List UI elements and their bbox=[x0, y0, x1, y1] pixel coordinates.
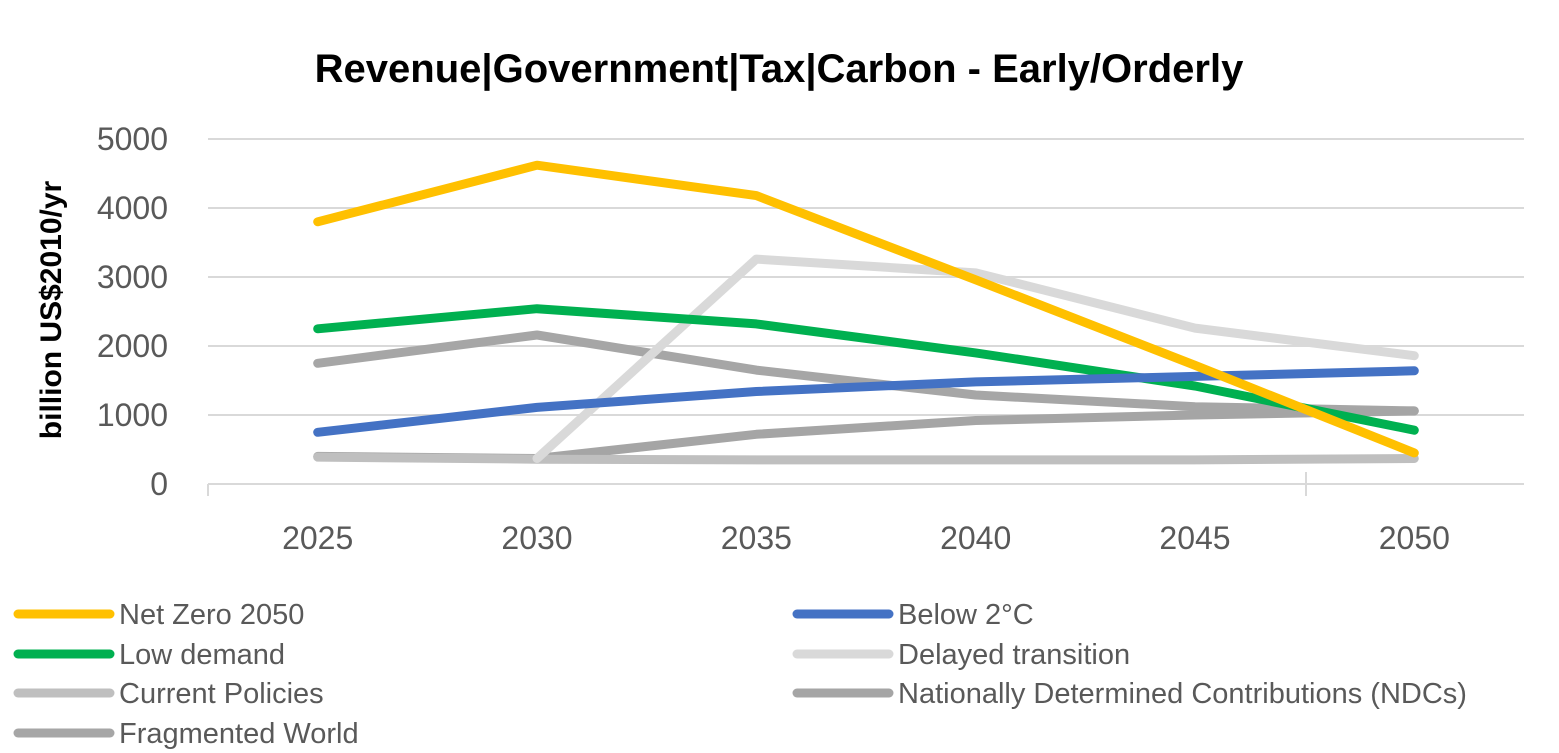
x-tick-label: 2050 bbox=[1379, 520, 1450, 556]
legend-label: Net Zero 2050 bbox=[119, 599, 304, 631]
series-line-delayed-transition bbox=[532, 254, 1419, 463]
series-line-current-policies bbox=[313, 452, 1419, 465]
y-tick-label: 3000 bbox=[97, 259, 168, 295]
legend-item-delayed-transition: Delayed transition bbox=[792, 639, 1130, 671]
series-lines bbox=[313, 160, 1419, 465]
legend-item-low-demand: Low demand bbox=[13, 639, 285, 671]
y-tick-label: 2000 bbox=[97, 328, 168, 364]
y-axis-label: billion US$2010/yr bbox=[35, 180, 68, 439]
legend-label: Nationally Determined Contributions (NDC… bbox=[898, 678, 1467, 710]
legend-label: Delayed transition bbox=[898, 639, 1130, 671]
series-line-net-zero-2050 bbox=[313, 160, 1419, 458]
legend: Net Zero 2050 Below 2°C Low demand Delayed … bbox=[13, 599, 1467, 750]
x-tick-label: 2035 bbox=[721, 520, 792, 556]
legend-item-nationally-determined-contributions-ndcs: Nationally Determined Contributions (NDC… bbox=[792, 678, 1467, 710]
legend-item-fragmented-world: Fragmented World bbox=[13, 718, 359, 750]
y-tick-label: 4000 bbox=[97, 190, 168, 226]
x-tick-label: 2030 bbox=[501, 520, 572, 556]
legend-label: Current Policies bbox=[119, 678, 324, 710]
x-tick-label: 2025 bbox=[282, 520, 353, 556]
legend-label: Fragmented World bbox=[119, 718, 359, 750]
legend-item-net-zero-2050: Net Zero 2050 bbox=[13, 599, 304, 631]
y-tick-label: 0 bbox=[150, 466, 168, 502]
x-tick-labels: 2025 2030 2035 2040 2045 2050 bbox=[282, 520, 1450, 556]
series-line-low-demand bbox=[313, 304, 1419, 435]
legend-item-current-policies: Current Policies bbox=[13, 678, 324, 710]
y-tick-labels: 0 1000 2000 3000 4000 5000 bbox=[97, 121, 168, 502]
chart-title: Revenue|Government|Tax|Carbon - Early/Or… bbox=[315, 47, 1244, 91]
x-tick-label: 2045 bbox=[1159, 520, 1230, 556]
legend-item-below-2-c: Below 2°C bbox=[792, 599, 1034, 631]
x-tick-label: 2040 bbox=[940, 520, 1011, 556]
y-tick-label: 5000 bbox=[97, 121, 168, 157]
legend-label: Below 2°C bbox=[898, 599, 1034, 631]
axes bbox=[207, 472, 1524, 496]
y-tick-label: 1000 bbox=[97, 397, 168, 433]
legend-label: Low demand bbox=[119, 639, 285, 671]
